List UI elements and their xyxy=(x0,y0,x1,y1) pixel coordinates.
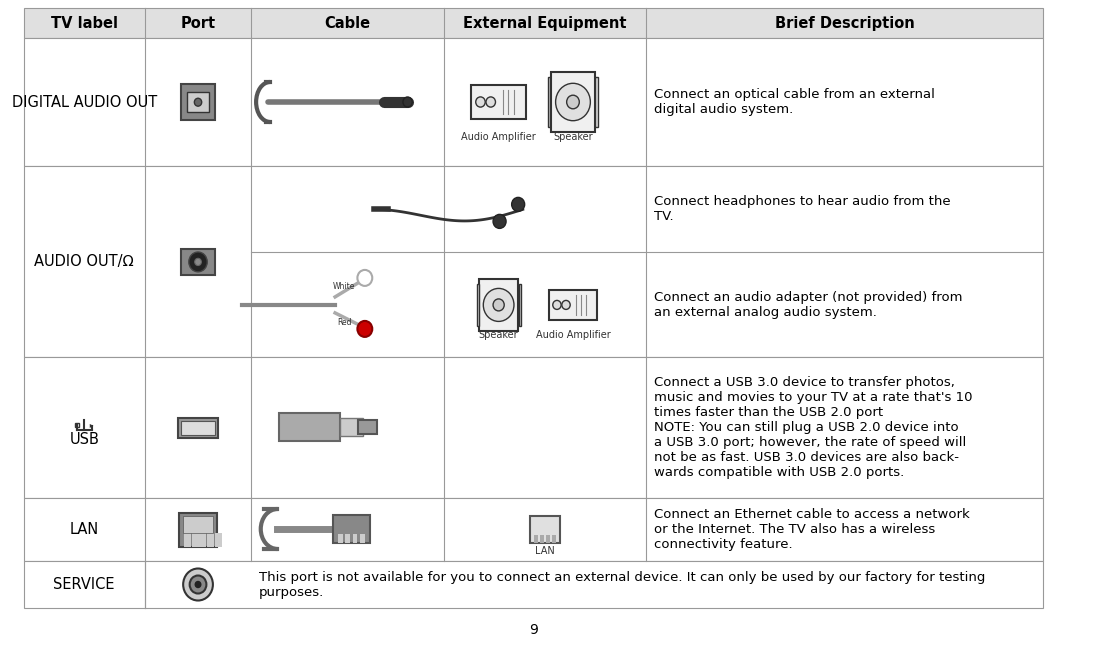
Bar xyxy=(531,516,560,543)
Bar xyxy=(214,533,221,547)
Circle shape xyxy=(195,581,201,587)
Text: Connect an audio adapter (not provided) from
an external analog audio system.: Connect an audio adapter (not provided) … xyxy=(653,291,963,319)
Bar xyxy=(279,413,340,441)
Circle shape xyxy=(476,97,485,107)
Bar xyxy=(181,421,214,435)
Bar xyxy=(546,536,550,543)
Text: Connect a USB 3.0 device to transfer photos,
music and movies to your TV at a ra: Connect a USB 3.0 device to transfer pho… xyxy=(653,377,972,479)
Text: Connect an optical cable from an external
digital audio system.: Connect an optical cable from an externa… xyxy=(653,89,935,116)
Circle shape xyxy=(189,252,208,272)
Circle shape xyxy=(555,83,591,121)
Bar xyxy=(479,278,518,331)
Text: Red: Red xyxy=(337,318,352,328)
Text: Audio Amplifier: Audio Amplifier xyxy=(536,330,610,340)
Bar xyxy=(23,167,1043,357)
Text: External Equipment: External Equipment xyxy=(464,16,627,30)
Text: Connect headphones to hear audio from the
TV.: Connect headphones to hear audio from th… xyxy=(653,195,951,224)
Bar xyxy=(540,536,544,543)
Text: Cable: Cable xyxy=(325,16,371,30)
Bar xyxy=(548,78,551,127)
Circle shape xyxy=(512,198,525,211)
Bar xyxy=(200,533,207,547)
Bar xyxy=(477,284,479,326)
Bar xyxy=(360,534,365,543)
Bar xyxy=(471,85,526,119)
Circle shape xyxy=(403,97,412,107)
Circle shape xyxy=(493,214,506,229)
Bar xyxy=(184,533,191,547)
Bar xyxy=(180,513,217,547)
Bar xyxy=(333,515,371,543)
Circle shape xyxy=(493,299,504,311)
Bar xyxy=(359,420,376,434)
Circle shape xyxy=(357,270,372,286)
Bar xyxy=(181,84,214,120)
Text: 9: 9 xyxy=(529,623,538,637)
Bar xyxy=(552,72,594,132)
Text: Audio Amplifier: Audio Amplifier xyxy=(461,132,536,142)
Circle shape xyxy=(183,568,213,601)
Text: TV label: TV label xyxy=(50,16,117,30)
Circle shape xyxy=(562,300,570,309)
Circle shape xyxy=(566,95,580,109)
Bar xyxy=(23,38,1043,167)
Circle shape xyxy=(486,97,496,107)
Bar xyxy=(188,92,209,112)
Text: This port is not available for you to connect an external device. It can only be: This port is not available for you to co… xyxy=(259,570,985,598)
Text: Connect an Ethernet cable to access a network
or the Internet. The TV also has a: Connect an Ethernet cable to access a ne… xyxy=(653,508,970,551)
Bar xyxy=(534,536,538,543)
Text: White: White xyxy=(333,282,355,291)
Circle shape xyxy=(194,258,201,266)
Bar xyxy=(345,534,350,543)
Circle shape xyxy=(194,98,202,106)
Bar xyxy=(207,533,214,547)
Text: USB: USB xyxy=(69,432,99,448)
Bar xyxy=(178,418,219,438)
Bar xyxy=(192,533,199,547)
Bar xyxy=(23,561,1043,608)
Polygon shape xyxy=(89,424,94,428)
Text: Port: Port xyxy=(181,16,216,30)
Text: LAN: LAN xyxy=(535,545,555,556)
Bar xyxy=(23,357,1043,498)
Bar xyxy=(353,534,357,543)
Text: SERVICE: SERVICE xyxy=(54,577,115,592)
Bar xyxy=(23,498,1043,561)
Bar xyxy=(595,78,598,127)
Bar xyxy=(552,536,556,543)
Text: DIGITAL AUDIO OUT: DIGITAL AUDIO OUT xyxy=(11,95,156,110)
Bar xyxy=(337,534,343,543)
Bar xyxy=(23,8,1043,38)
Bar xyxy=(548,290,598,320)
Text: Speaker: Speaker xyxy=(479,330,518,340)
Circle shape xyxy=(553,300,561,309)
Text: Speaker: Speaker xyxy=(553,132,593,142)
Bar xyxy=(181,249,214,275)
Text: Brief Description: Brief Description xyxy=(775,16,915,30)
Circle shape xyxy=(190,576,207,594)
Bar xyxy=(340,418,363,436)
Text: LAN: LAN xyxy=(69,522,98,537)
Circle shape xyxy=(484,288,514,322)
Circle shape xyxy=(357,321,372,337)
Bar xyxy=(75,423,78,427)
Text: AUDIO OUT/Ω: AUDIO OUT/Ω xyxy=(35,255,134,269)
Bar xyxy=(183,516,213,533)
Bar xyxy=(518,284,521,326)
